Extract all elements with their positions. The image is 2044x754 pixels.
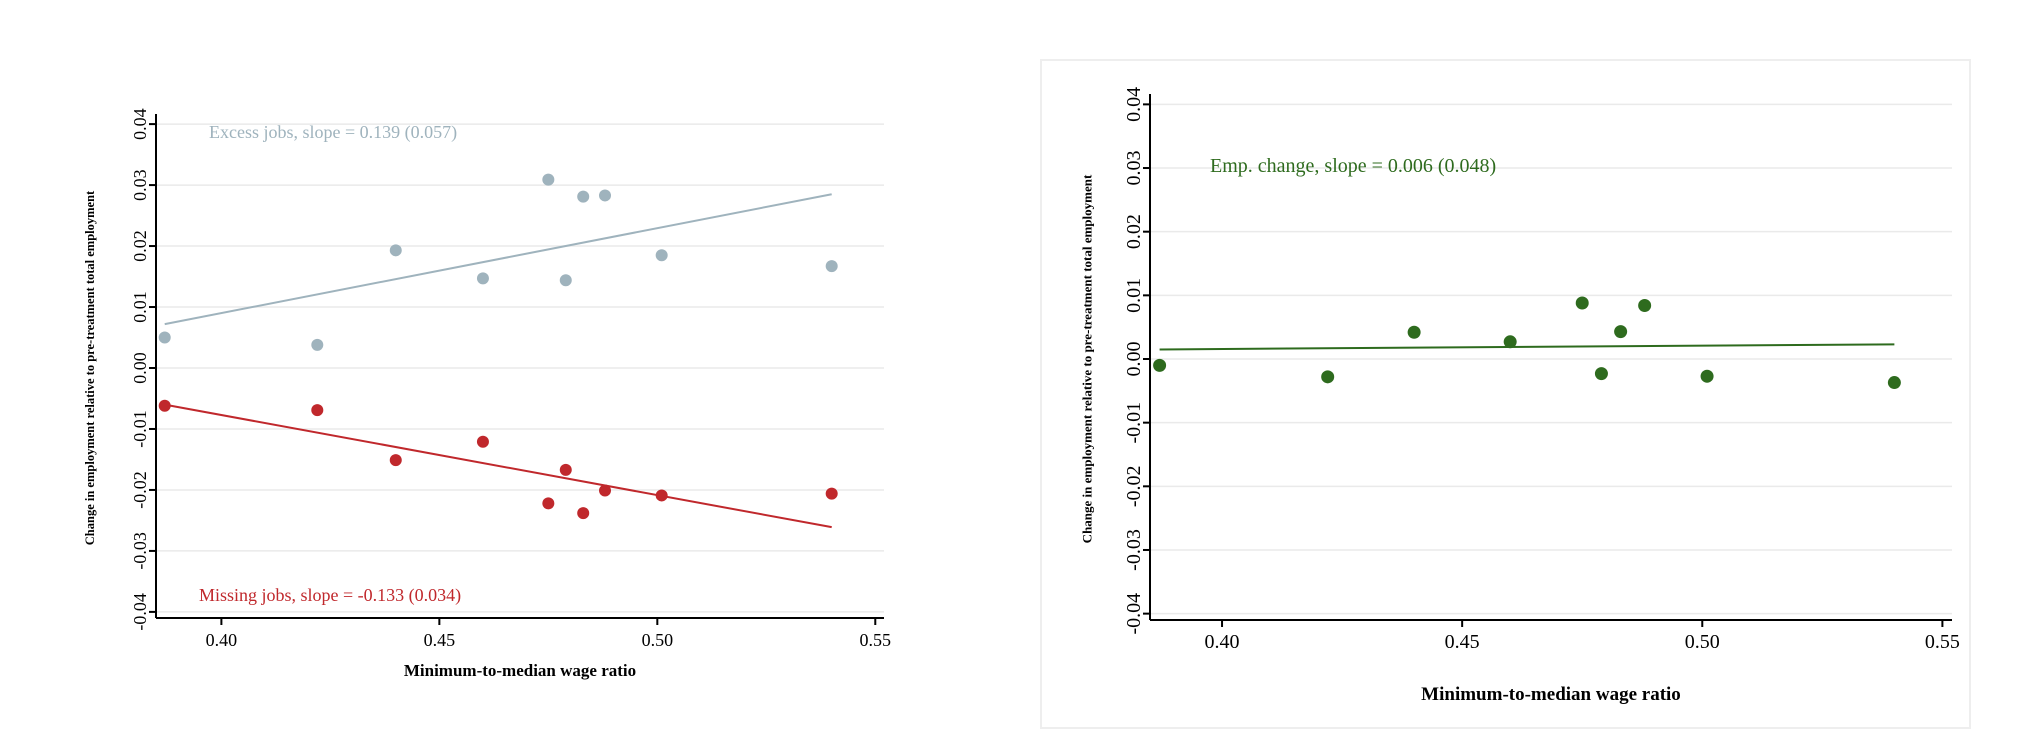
data-point	[1638, 299, 1652, 313]
y-tick-label: -0.01	[1123, 402, 1145, 444]
data-point	[542, 173, 555, 186]
data-point	[542, 497, 555, 510]
x-tick-label: 0.50	[1685, 631, 1720, 653]
x-tick-label: 0.40	[206, 630, 238, 650]
y-tick-label: -0.03	[1123, 529, 1145, 571]
data-point	[1887, 376, 1901, 390]
data-point	[311, 404, 324, 417]
data-point	[311, 338, 324, 351]
y-tick-label: 0.00	[130, 352, 150, 384]
x-tick-label: 0.55	[1925, 631, 1960, 653]
x-tick-label: 0.55	[860, 630, 892, 650]
y-tick-label: 0.02	[130, 230, 150, 261]
y-tick-label: 0.01	[130, 291, 150, 323]
y-axis-label: Change in employment relative to pre-tre…	[83, 190, 97, 545]
data-point	[599, 189, 612, 202]
y-tick-label: -0.01	[130, 410, 150, 448]
y-tick-label: 0.00	[1123, 342, 1145, 377]
data-point	[655, 249, 668, 262]
data-point	[389, 244, 402, 257]
y-tick-label: -0.04	[1123, 593, 1145, 635]
data-point	[1614, 325, 1628, 339]
series-annotation-0: Excess jobs, slope = 0.139 (0.057)	[209, 122, 457, 143]
series-annotation-1: Missing jobs, slope = -0.133 (0.034)	[199, 585, 461, 606]
data-point	[1321, 370, 1335, 384]
y-tick-label: -0.04	[130, 593, 150, 631]
data-point	[599, 484, 612, 497]
data-point	[825, 260, 838, 273]
left-chart-panel: -0.04 -0.03 -0.02 -0.01 0.00 0.01 0.02 0.03 0.04…	[83, 108, 891, 680]
x-tick-label: 0.40	[1205, 631, 1240, 653]
data-point	[825, 487, 838, 500]
data-point	[559, 463, 572, 476]
y-axis-label: Change in employment relative to pre-tre…	[1080, 174, 1095, 543]
data-point	[476, 272, 489, 285]
data-point	[158, 331, 171, 344]
y-tick-label: -0.02	[130, 471, 150, 509]
right-chart-panel: -0.04 -0.03 -0.02 -0.01 0.00 0.01 0.02 0.03 0.04…	[1080, 87, 1960, 705]
data-point	[559, 274, 572, 287]
x-tick-label: 0.50	[642, 630, 674, 650]
data-point	[1407, 325, 1421, 339]
y-tick-label: 0.01	[1123, 278, 1145, 313]
data-point	[1153, 358, 1167, 372]
fit-line-0	[1159, 343, 1895, 351]
data-point	[577, 190, 590, 203]
data-point	[389, 454, 402, 467]
data-point	[577, 507, 590, 520]
series-annotation-0: Emp. change, slope = 0.006 (0.048)	[1210, 155, 1496, 177]
y-tick-label: 0.03	[1123, 151, 1145, 186]
y-tick-label: -0.02	[1123, 465, 1145, 507]
data-point	[476, 435, 489, 448]
y-tick-label: 0.02	[1123, 214, 1145, 249]
data-point	[655, 489, 668, 502]
x-tick-label: 0.45	[424, 630, 456, 650]
data-point	[158, 399, 171, 412]
y-tick-label: 0.04	[130, 108, 150, 140]
data-point	[1594, 367, 1608, 381]
data-point	[1700, 369, 1714, 383]
x-tick-label: 0.45	[1445, 631, 1480, 653]
right-chart-frame	[1040, 59, 1971, 729]
y-tick-label: -0.03	[130, 532, 150, 570]
data-point	[1575, 296, 1589, 310]
x-axis-label: Minimum-to-median wage ratio	[1421, 684, 1681, 705]
y-tick-label: 0.04	[1123, 87, 1145, 122]
data-point	[1503, 335, 1517, 349]
y-tick-label: 0.03	[130, 169, 150, 201]
fit-line-1	[164, 403, 832, 529]
fit-line-0	[164, 193, 832, 326]
x-axis-label: Minimum-to-median wage ratio	[404, 661, 636, 680]
